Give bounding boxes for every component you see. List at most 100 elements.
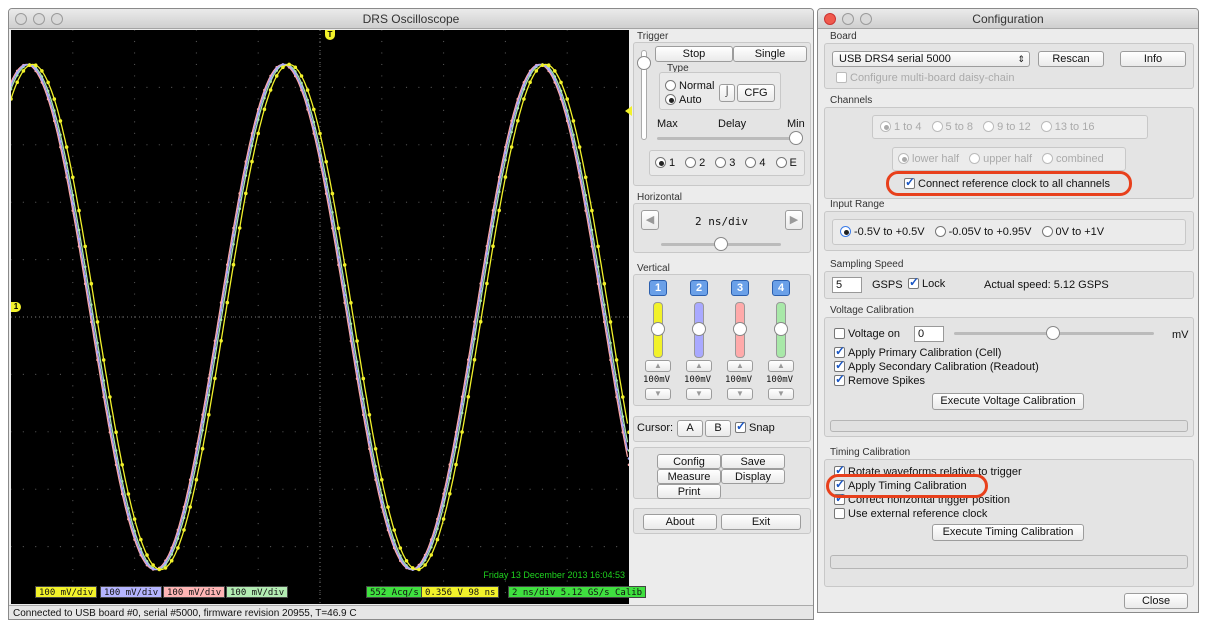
zoom-icon[interactable] (860, 13, 872, 25)
scope-screen[interactable]: T 1 Friday 13 December 2013 16:04:53 100… (11, 30, 647, 604)
input-range-3[interactable]: 0V to +1V (1041, 226, 1104, 238)
save-button[interactable]: Save (721, 454, 785, 469)
delay-slider-knob[interactable] (789, 131, 803, 145)
trigger-level-knob[interactable] (637, 56, 651, 70)
channel-4-offset-knob[interactable] (774, 322, 788, 336)
input-range-2[interactable]: -0.05V to +0.95V (934, 226, 1032, 238)
minimize-icon[interactable] (842, 13, 854, 25)
channel-1-scale-down-button[interactable]: ▼ (645, 388, 671, 400)
trigger-source-e[interactable]: E (775, 157, 797, 169)
grid-dot (603, 488, 605, 490)
trigger-source-1[interactable]: 1 (655, 157, 675, 169)
close-icon[interactable] (824, 13, 836, 25)
voltage-on-checkbox[interactable]: Voltage on (834, 328, 900, 340)
grid-dot (504, 523, 506, 525)
auto-radio[interactable]: Auto (665, 94, 702, 106)
sampling-input[interactable]: 5 (832, 277, 862, 293)
sample-point-ch2 (232, 233, 235, 237)
remove-spikes-checkbox[interactable]: Remove Spikes (834, 372, 925, 387)
grid-dot (566, 339, 568, 341)
grid-dot (368, 201, 371, 203)
trigger-source-3[interactable]: 3 (715, 157, 735, 169)
normal-radio[interactable]: Normal (665, 80, 714, 92)
half-upper-half[interactable]: upper half (969, 153, 1032, 165)
grid-dot (319, 523, 321, 525)
cursor-b-button[interactable]: B (705, 420, 731, 437)
voltage-input[interactable]: 0 (914, 326, 944, 342)
grid-dot (134, 488, 136, 490)
channel-4-scale-up-button[interactable]: ▲ (768, 360, 794, 372)
grid-dot (269, 144, 272, 146)
sample-point-ch2 (559, 94, 563, 97)
position-slider-knob[interactable] (714, 237, 728, 251)
board-select[interactable]: USB DRS4 serial 5000 ⇕ (832, 51, 1030, 67)
grid-dot (11, 431, 12, 433)
grid-dot (47, 546, 49, 548)
grid-dot (443, 224, 445, 226)
rescan-button[interactable]: Rescan (1038, 51, 1104, 67)
cfg-button[interactable]: CFG (737, 84, 775, 102)
trigger-level-slider[interactable] (641, 50, 647, 140)
exit-button[interactable]: Exit (721, 514, 801, 530)
measure-button[interactable]: Measure (657, 469, 721, 484)
channel-3-scale-up-button[interactable]: ▲ (727, 360, 753, 372)
channel-2-offset-knob[interactable] (692, 322, 706, 336)
daisy-chain-checkbox[interactable]: Configure multi-board daisy-chain (836, 72, 1014, 84)
channel-3-scale-down-button[interactable]: ▼ (727, 388, 753, 400)
channel-3-button[interactable]: 3 (731, 280, 749, 296)
close-button[interactable]: Close (1124, 593, 1188, 609)
cursor-a-button[interactable]: A (677, 420, 703, 437)
grid-dot (195, 40, 197, 43)
config-button[interactable]: Config (657, 454, 721, 469)
trigger-source-4[interactable]: 4 (745, 157, 766, 169)
channel-range-4[interactable]: 13 to 16 (1040, 121, 1094, 133)
execute-voltage-cal-button[interactable]: Execute Voltage Calibration (932, 393, 1084, 410)
primary-cal-checkbox[interactable]: Apply Primary Calibration (Cell) (834, 344, 1001, 359)
channel-1-scale-up-button[interactable]: ▲ (645, 360, 671, 372)
secondary-cal-checkbox[interactable]: Apply Secondary Calibration (Readout) (834, 358, 1039, 373)
close-icon[interactable] (15, 13, 27, 25)
channel-1-button[interactable]: 1 (649, 280, 667, 296)
zoom-icon[interactable] (51, 13, 63, 25)
print-button[interactable]: Print (657, 484, 721, 499)
grid-dot (381, 132, 383, 134)
grid-dot (245, 488, 247, 490)
grid-dot (443, 454, 445, 456)
trigger-edge-button[interactable]: ⌡ (719, 84, 735, 102)
external-refclock-checkbox[interactable]: Use external reference clock (834, 508, 987, 520)
timebase-down-button[interactable]: ◀ (641, 210, 659, 230)
grid-dot (492, 488, 494, 490)
stop-button[interactable]: Stop (655, 46, 733, 62)
channel-range-1[interactable]: 1 to 4 (880, 121, 922, 133)
channel-4-scale-down-button[interactable]: ▼ (768, 388, 794, 400)
grid-dot (72, 557, 74, 559)
channel-1-offset-knob[interactable] (651, 322, 665, 336)
timebase-up-button[interactable]: ▶ (785, 210, 803, 230)
trigger-marker[interactable]: T (325, 30, 335, 40)
lock-checkbox[interactable]: Lock (908, 275, 945, 290)
execute-timing-cal-button[interactable]: Execute Timing Calibration (932, 524, 1084, 541)
channel-2-scale-up-button[interactable]: ▲ (686, 360, 712, 372)
about-button[interactable]: About (643, 514, 717, 530)
channel-range-2[interactable]: 5 to 8 (931, 121, 973, 133)
display-button[interactable]: Display (721, 469, 785, 484)
input-range-1[interactable]: -0.5V to +0.5V (840, 226, 925, 238)
channel-2-scale-down-button[interactable]: ▼ (686, 388, 712, 400)
snap-checkbox[interactable]: Snap (735, 419, 775, 434)
grid-dot (257, 30, 259, 31)
channel-3-offset-knob[interactable] (733, 322, 747, 336)
channel1-marker[interactable]: 1 (11, 302, 21, 312)
channel-2-button[interactable]: 2 (690, 280, 708, 296)
voltage-slider-knob[interactable] (1046, 326, 1060, 340)
connect-refclock-checkbox[interactable]: Connect reference clock to all channels (904, 175, 1110, 190)
channel-range-3[interactable]: 9 to 12 (983, 121, 1031, 133)
half-lower-half[interactable]: lower half (898, 153, 959, 165)
single-button[interactable]: Single (733, 46, 807, 62)
info-button[interactable]: Info (1120, 51, 1186, 67)
trigger-source-2[interactable]: 2 (685, 157, 705, 169)
channel-4-button[interactable]: 4 (772, 280, 790, 296)
sample-point-ch1 (299, 74, 304, 78)
minimize-icon[interactable] (33, 13, 45, 25)
delay-slider-track[interactable] (657, 137, 803, 140)
half-combined[interactable]: combined (1042, 153, 1104, 165)
